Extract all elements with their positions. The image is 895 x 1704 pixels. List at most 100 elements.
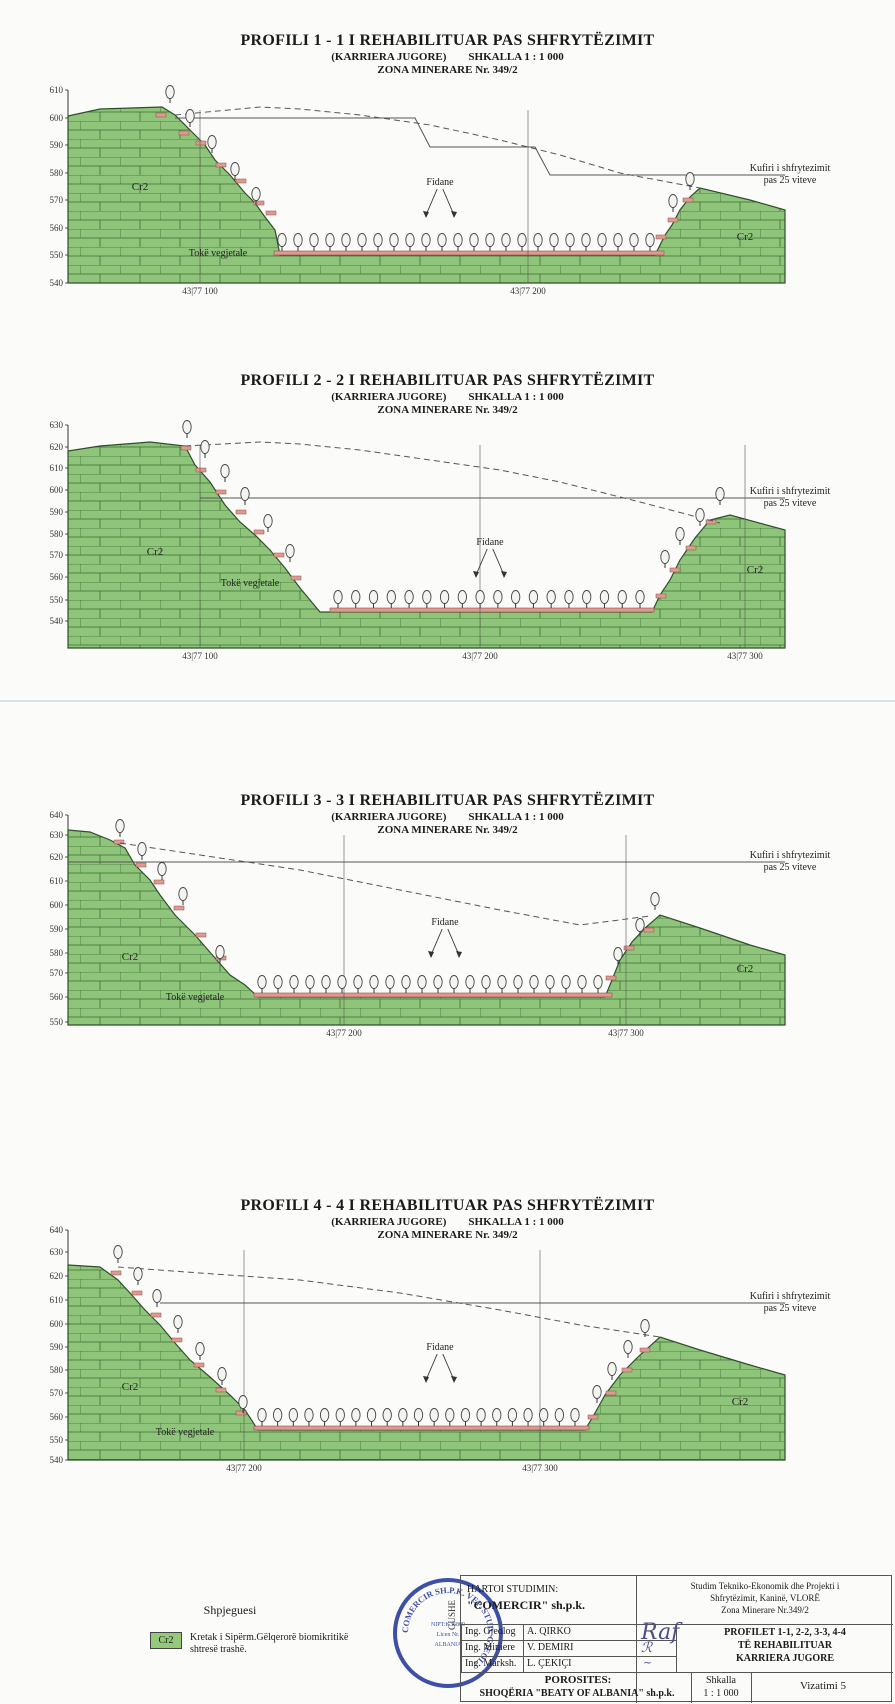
seedling-tree-icon bbox=[353, 975, 363, 993]
seedling-tree-icon bbox=[599, 590, 610, 608]
seedling-tree-icon bbox=[272, 1408, 283, 1426]
y-tick-label: 580 bbox=[50, 168, 64, 178]
y-tick-label: 630 bbox=[50, 1247, 64, 1257]
y-tick-label: 600 bbox=[50, 900, 64, 910]
topsoil-patch bbox=[253, 529, 265, 535]
seedling-tree-icon bbox=[113, 1245, 123, 1263]
seedling-tree-icon bbox=[593, 975, 603, 993]
seedling-tree-icon bbox=[607, 1362, 617, 1380]
seedling-tree-icon bbox=[238, 1395, 248, 1413]
seedling-tree-icon bbox=[429, 1408, 439, 1426]
seedling-tree-icon bbox=[173, 1315, 183, 1333]
topsoil-patch bbox=[155, 112, 167, 118]
topsoil-patch bbox=[215, 1387, 227, 1393]
profile-2-scale: SHKALLA 1 : 1 000 bbox=[468, 391, 564, 403]
y-tick-label: 610 bbox=[50, 1295, 64, 1305]
seedling-tree-icon bbox=[437, 233, 447, 251]
boundary-label-line-1: Kufiri i shfrytezimit bbox=[750, 850, 831, 861]
y-tick-label: 540 bbox=[50, 616, 64, 626]
exploitation-boundary-line bbox=[175, 117, 785, 176]
topsoil-patch bbox=[643, 927, 655, 933]
scale-value: 1 : 1 000 bbox=[703, 1688, 739, 1699]
y-tick-label: 630 bbox=[50, 830, 64, 840]
boundary-label-line-2: pas 25 viteve bbox=[764, 862, 817, 873]
seal-inner-line-2: Licen Nr. bbox=[437, 1632, 460, 1638]
seedling-tree-icon bbox=[613, 233, 623, 251]
y-tick-label: 580 bbox=[50, 529, 64, 539]
seedling-tree-icon bbox=[565, 233, 575, 251]
profile-4-scale: SHKALLA 1 : 1 000 bbox=[468, 1216, 564, 1228]
topsoil-floor-strip bbox=[273, 250, 665, 256]
legend: Shpjeguesi Cr2 Kretak i Sipërm.Gëlqerorë… bbox=[150, 1603, 400, 1656]
topsoil-floor-strip bbox=[253, 1425, 590, 1431]
topsoil-label: Tokë vegjetale bbox=[166, 992, 225, 1003]
profile-4-title-block: PROFILI 4 - 4 I REHABILITUAR PAS SHFRYTË… bbox=[0, 1197, 895, 1241]
seedling-tree-icon bbox=[368, 590, 379, 608]
topsoil-patch bbox=[215, 489, 227, 495]
seedling-tree-icon bbox=[513, 975, 523, 993]
y-tick-label: 640 bbox=[50, 810, 64, 820]
seedling-tree-icon bbox=[660, 550, 670, 568]
y-tick-label: 560 bbox=[50, 223, 64, 233]
seedling-tree-icon bbox=[554, 1408, 564, 1426]
topsoil-patch bbox=[135, 862, 147, 868]
y-tick-label: 630 bbox=[50, 420, 64, 430]
seedling-tree-icon bbox=[695, 508, 705, 526]
title-block: HARTOI STUDIMIN: "COMERCIR" sh.p.k. Stud… bbox=[460, 1575, 893, 1703]
topsoil-patch bbox=[193, 1362, 205, 1368]
rock-unit-label-left: Cr2 bbox=[122, 1381, 139, 1393]
y-tick-label: 620 bbox=[50, 442, 64, 452]
topsoil-label: Tokë vegjetale bbox=[189, 248, 248, 259]
legend-description-line-2: shtresë trashë. bbox=[190, 1644, 247, 1655]
seedling-tree-icon bbox=[133, 1267, 143, 1285]
vertical-stamp-text: GUSHE bbox=[447, 1600, 457, 1631]
boundary-label-line-2: pas 25 viteve bbox=[764, 1303, 817, 1314]
profile-1-zone: ZONA MINERARE Nr. 349/2 bbox=[377, 64, 518, 76]
original-topography-line bbox=[184, 441, 721, 524]
seedlings-label: Fidane bbox=[431, 917, 459, 928]
prepared-by-label: HARTOI STUDIMIN: bbox=[467, 1584, 559, 1595]
seedling-tree-icon bbox=[288, 1408, 298, 1426]
seedling-tree-icon bbox=[369, 975, 379, 993]
profile-3-quarry: (KARRIERA JUGORE) bbox=[331, 811, 447, 823]
y-tick-label: 610 bbox=[50, 876, 64, 886]
seedling-tree-icon bbox=[185, 109, 195, 127]
original-topography-line bbox=[119, 842, 651, 926]
seedling-tree-icon bbox=[675, 527, 685, 545]
profile-1-scale: SHKALLA 1 : 1 000 bbox=[468, 51, 564, 63]
pointer-arrow bbox=[447, 928, 460, 956]
topsoil-patch bbox=[153, 879, 165, 885]
seedling-tree-icon bbox=[333, 590, 343, 608]
seedling-tree-icon bbox=[182, 420, 192, 438]
study-line-3: Zona Minerare Nr.349/2 bbox=[721, 1605, 809, 1615]
seedling-tree-icon bbox=[321, 975, 331, 993]
profile-1-title: PROFILI 1 - 1 I REHABILITUAR PAS SHFRYTË… bbox=[240, 32, 655, 49]
topsoil-patch bbox=[587, 1414, 599, 1420]
y-tick-label: 550 bbox=[50, 1017, 64, 1027]
seedling-tree-icon bbox=[293, 233, 303, 251]
rock-unit-label-right: Cr2 bbox=[737, 963, 754, 975]
y-tick-label: 590 bbox=[50, 507, 64, 517]
pointer-arrow bbox=[442, 1353, 455, 1381]
profile-2-quarry: (KARRIERA JUGORE) bbox=[331, 391, 447, 403]
seedling-tree-icon bbox=[200, 440, 210, 458]
x-tick-label: 43|77 300 bbox=[522, 1463, 558, 1473]
seedling-tree-icon bbox=[257, 1408, 267, 1426]
topsoil-patch bbox=[605, 1390, 617, 1396]
topsoil-patch bbox=[180, 445, 192, 451]
signature-3: ~ bbox=[643, 1656, 653, 1669]
y-tick-label: 560 bbox=[50, 992, 64, 1002]
seedling-tree-icon bbox=[319, 1408, 330, 1426]
pointer-arrow bbox=[425, 188, 438, 216]
topsoil-patch bbox=[273, 552, 285, 558]
terrain-profile-2 bbox=[67, 441, 786, 649]
y-tick-label: 560 bbox=[50, 572, 64, 582]
seedling-tree-icon bbox=[366, 1408, 377, 1426]
seedling-tree-icon bbox=[592, 1385, 602, 1403]
profile-4-title: PROFILI 4 - 4 I REHABILITUAR PAS SHFRYTË… bbox=[240, 1197, 655, 1214]
seedling-tree-icon bbox=[475, 590, 485, 608]
seedling-tree-icon bbox=[230, 162, 240, 180]
role-2: Ing. Miniere bbox=[465, 1642, 515, 1653]
seedling-tree-icon bbox=[517, 233, 527, 251]
topsoil-patch bbox=[621, 1367, 633, 1373]
